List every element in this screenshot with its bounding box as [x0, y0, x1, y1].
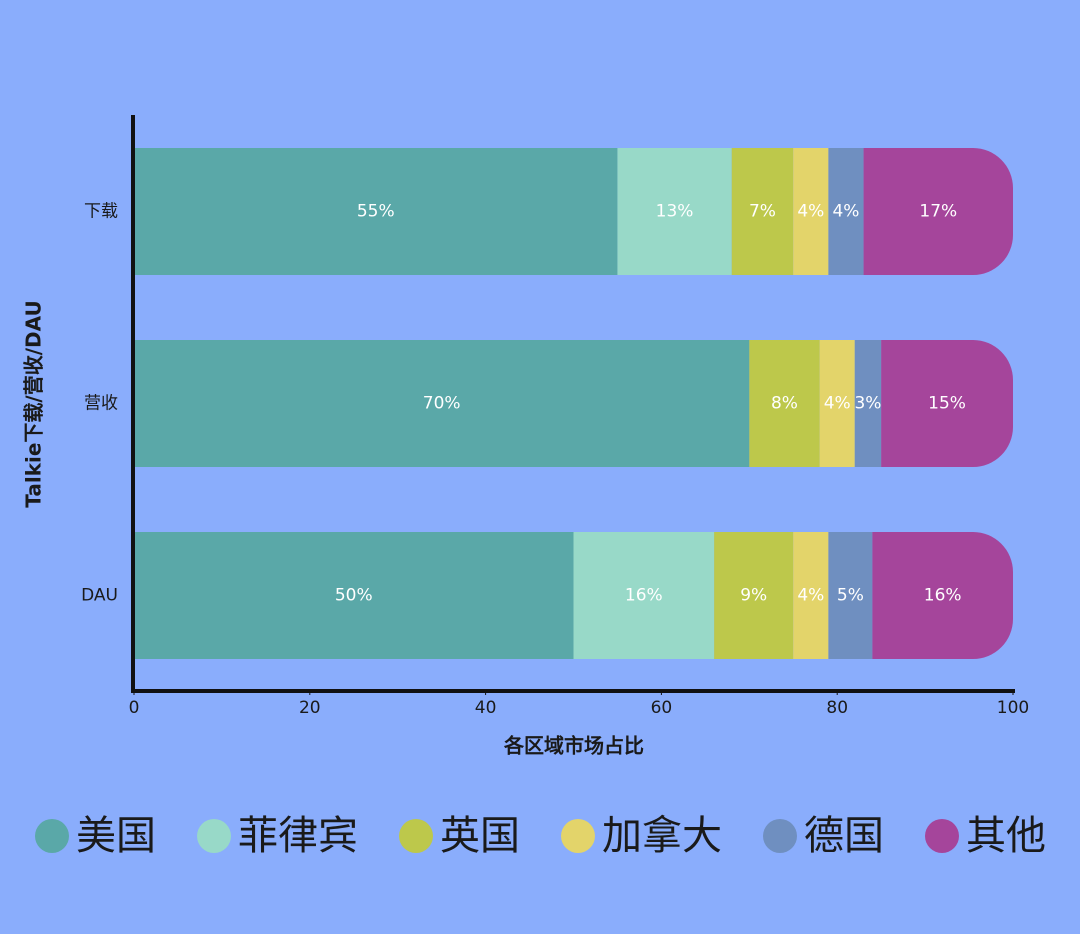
bar-segment	[573, 532, 715, 659]
x-axis-title: 各区域市场占比	[503, 734, 644, 758]
bar-segment	[714, 532, 794, 659]
data-label: 3%	[854, 394, 881, 414]
data-label: 4%	[797, 202, 824, 222]
data-label: 9%	[740, 586, 767, 606]
bar-segment	[134, 340, 750, 467]
bar-segment	[863, 148, 1013, 275]
bar-segment	[828, 148, 864, 275]
bar-segment	[134, 532, 574, 659]
bar-segment	[819, 340, 855, 467]
legend-label: 英国	[440, 813, 520, 859]
legend-label: 德国	[804, 813, 884, 859]
x-tick-label: 20	[299, 698, 321, 718]
bar-segment	[749, 340, 820, 467]
y-tick-label: 下载	[84, 202, 118, 222]
bar-segment	[872, 532, 1013, 659]
legend-swatch	[197, 819, 231, 853]
legend-swatch	[763, 819, 797, 853]
legend-label: 美国	[76, 813, 156, 859]
bar-segment	[793, 148, 829, 275]
bar-segment	[854, 340, 882, 467]
data-label: 16%	[924, 586, 962, 606]
data-label: 5%	[837, 586, 864, 606]
y-axis-title: Talkie下载/营收/DAU	[22, 300, 46, 507]
x-tick-label: 0	[129, 698, 140, 718]
legend-swatch	[561, 819, 595, 853]
data-label: 13%	[656, 202, 694, 222]
bar-segment	[881, 340, 1013, 467]
legend-label: 加拿大	[602, 813, 722, 859]
data-label: 8%	[771, 394, 798, 414]
x-tick-label: 40	[475, 698, 497, 718]
y-tick-label: 营收	[84, 394, 118, 414]
x-tick-label: 100	[997, 698, 1029, 718]
bar-segment	[134, 148, 618, 275]
legend-swatch	[35, 819, 69, 853]
data-label: 4%	[824, 394, 851, 414]
x-tick-label: 80	[826, 698, 848, 718]
bar-segment	[731, 148, 794, 275]
data-label: 55%	[357, 202, 395, 222]
legend-swatch	[925, 819, 959, 853]
legend-label: 菲律宾	[238, 813, 358, 859]
data-label: 16%	[625, 586, 663, 606]
legend-swatch	[399, 819, 433, 853]
data-label: 50%	[335, 586, 373, 606]
data-label: 17%	[919, 202, 957, 222]
bar-segment	[617, 148, 732, 275]
data-label: 4%	[832, 202, 859, 222]
data-label: 70%	[423, 394, 461, 414]
data-label: 4%	[797, 586, 824, 606]
data-label: 7%	[749, 202, 776, 222]
data-label: 15%	[928, 394, 966, 414]
bar-segment	[793, 532, 829, 659]
x-tick-label: 60	[651, 698, 673, 718]
bar-segment	[828, 532, 873, 659]
y-tick-label: DAU	[81, 586, 118, 606]
legend-label: 其他	[966, 813, 1046, 859]
